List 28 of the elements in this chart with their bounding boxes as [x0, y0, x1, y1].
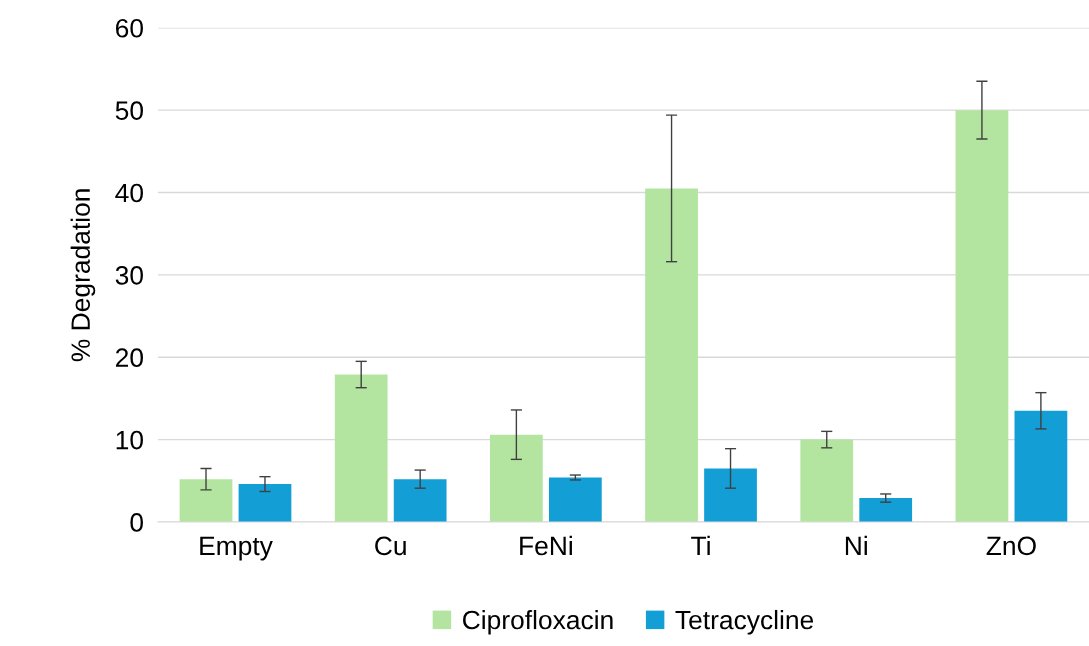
y-tick-label: 60 — [116, 18, 143, 38]
bar — [490, 434, 543, 522]
bar — [645, 188, 698, 522]
bar — [548, 477, 602, 522]
bar — [179, 479, 233, 522]
bar — [1014, 410, 1068, 522]
y-axis-title: % Degradation — [70, 189, 96, 362]
bar — [704, 468, 757, 522]
y-tick-label: 10 — [116, 430, 143, 450]
y-tick-label: 40 — [115, 183, 143, 203]
x-tick-label: Empty — [200, 536, 273, 561]
legend-label: Tetracycline — [675, 609, 814, 635]
bar — [238, 484, 292, 522]
x-tick-label: Ti — [691, 535, 710, 555]
legend-label: Ciprofloxacin — [463, 609, 613, 635]
x-tick-label: Cu — [375, 536, 406, 556]
y-tick-label: 0 — [130, 513, 143, 532]
y-tick-label: 30 — [115, 266, 143, 285]
x-tick-label: Ni — [845, 535, 867, 555]
x-tick-label: FeNi — [520, 535, 572, 556]
bar — [859, 498, 913, 522]
bar — [393, 479, 447, 522]
y-tick-label: 50 — [115, 101, 143, 120]
bar — [955, 110, 1009, 522]
bar — [800, 439, 854, 522]
bar — [334, 374, 388, 522]
x-tick-label: ZnO — [986, 536, 1036, 556]
y-tick-label: 20 — [115, 348, 143, 368]
